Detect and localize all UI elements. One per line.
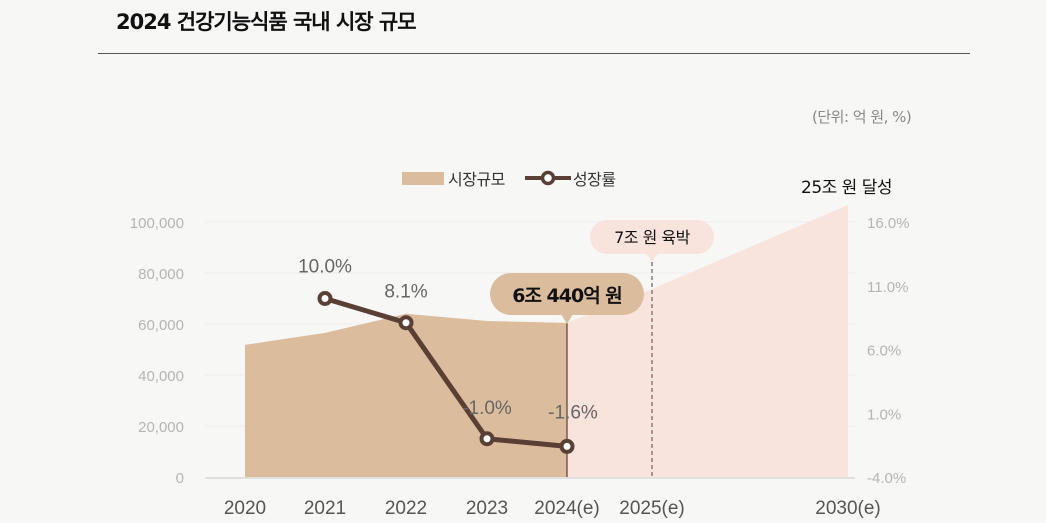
y-right-tick-label: 6.0% [867, 343, 901, 360]
callout-2024-text: 6조 440억 원 [512, 285, 622, 307]
x-tick-label: 2020 [224, 498, 266, 519]
growth-rate-label: -1.0% [462, 398, 512, 419]
growth-rate-point [479, 431, 495, 447]
growth-rate-point [559, 438, 575, 454]
x-tick-label: 2023 [466, 498, 508, 519]
title-divider [98, 53, 970, 54]
y-left-tick-label: 40,000 [138, 368, 184, 385]
callout-2024-bubble [490, 273, 644, 315]
legend-label-market-size: 시장규모 [448, 170, 505, 189]
legend-line-marker-icon [524, 170, 571, 186]
y-left-tick-label: 100,000 [130, 215, 184, 232]
legend: 시장규모 성장률 [402, 166, 634, 190]
growth-rate-line [324, 296, 568, 449]
y-left-tick-label: 20,000 [138, 419, 184, 436]
growth-rate-label: 8.1% [384, 282, 427, 303]
callout-2025-text: 7조 원 육박 [614, 228, 691, 247]
legend-label-growth-rate: 성장률 [572, 170, 616, 189]
y-right-tick-label: 11.0% [867, 279, 908, 296]
unit-note: (단위: 억 원, %) [812, 108, 912, 126]
x-tick-label: 2024(e) [534, 498, 600, 519]
area-forecast [567, 205, 848, 477]
y-right-tick-label: 1.0% [867, 406, 901, 423]
y-left-tick-label: 0 [176, 470, 184, 487]
x-tick-label: 2025(e) [619, 498, 685, 519]
y-left-tick-label: 80,000 [138, 266, 184, 283]
x-tick-label: 2021 [304, 498, 346, 519]
y-left-tick-label: 60,000 [138, 317, 184, 334]
annotation-2030: 25조 원 달성 [801, 178, 893, 198]
x-tick-label: 2022 [385, 498, 427, 519]
growth-rate-label: 10.0% [298, 257, 352, 278]
area-actual [245, 313, 567, 477]
growth-rate-point [398, 315, 414, 331]
callout-2025-pointer [646, 253, 658, 262]
y-right-tick-label: 16.0% [867, 215, 910, 232]
callout-2024-pointer [561, 314, 573, 324]
x-tick-label: 2030(e) [815, 498, 881, 519]
legend-item-growth-rate: 성장률 [523, 166, 616, 190]
y-right-tick-label: -4.0% [867, 470, 906, 487]
chart-title: 2024 건강기능식품 국내 시장 규모 [116, 10, 417, 34]
growth-rate-label: -1.6% [548, 402, 598, 423]
legend-item-market-size: 시장규모 [402, 166, 505, 190]
legend-swatch-area [402, 171, 444, 185]
callout-2025-bubble [590, 220, 714, 254]
growth-rate-point [317, 291, 333, 306]
